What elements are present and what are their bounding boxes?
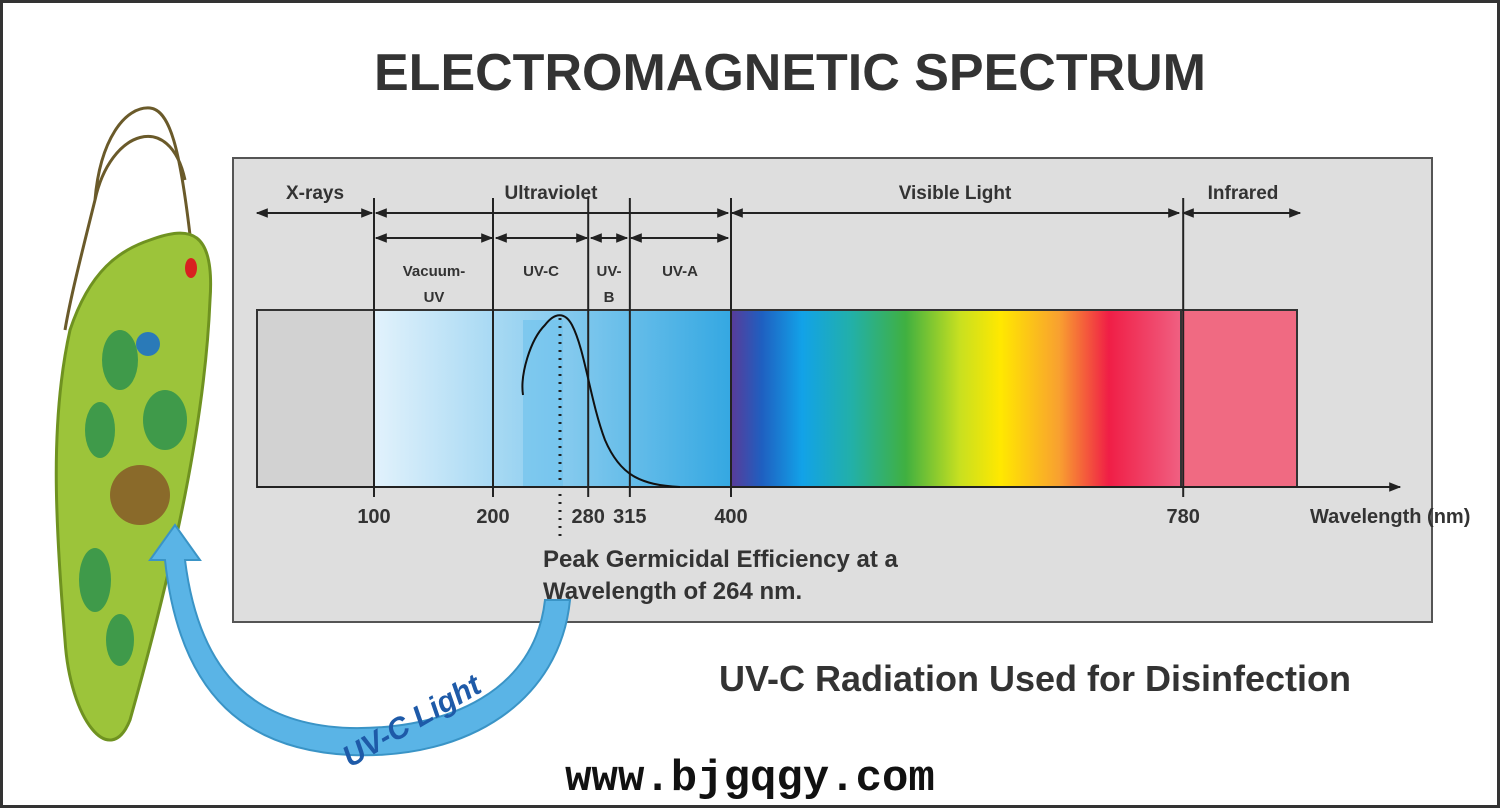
uv-arrow: [148, 523, 572, 757]
axis-label: Wavelength (nm): [1310, 506, 1470, 528]
tick-label: 280: [572, 506, 605, 528]
tick-label: 100: [357, 506, 390, 528]
germicidal-curve: [521, 314, 681, 488]
visible-band: [730, 310, 1181, 487]
band-label: Infrared: [1208, 183, 1279, 204]
uv-label: UV: [424, 289, 445, 306]
uv-label: B: [604, 289, 615, 306]
website: www.bjgqgy.com: [565, 754, 935, 804]
uv-label: UV-A: [662, 263, 698, 280]
tick-label: 780: [1167, 506, 1200, 528]
euglena: [54, 106, 213, 742]
band-label: Visible Light: [899, 183, 1012, 204]
infrared-band: [1180, 309, 1298, 488]
tick-label: 315: [613, 506, 646, 528]
band-label: Ultraviolet: [505, 183, 599, 204]
band-label: X-rays: [286, 183, 344, 204]
subtitle: UV-C Radiation Used for Disinfection: [719, 658, 1351, 699]
title: ELECTROMAGNETIC SPECTRUM: [374, 44, 1206, 102]
uv-label: UV-: [596, 263, 621, 280]
annotation: Wavelength of 264 nm.: [543, 578, 802, 605]
tick-label: 200: [476, 506, 509, 528]
uv-label: Vacuum-: [403, 263, 466, 280]
xray-band: [256, 309, 375, 488]
annotation: Peak Germicidal Efficiency at a: [543, 546, 898, 573]
tick-label: 400: [714, 506, 747, 528]
uv-label: UV-C: [523, 263, 559, 280]
beam: [523, 320, 563, 487]
